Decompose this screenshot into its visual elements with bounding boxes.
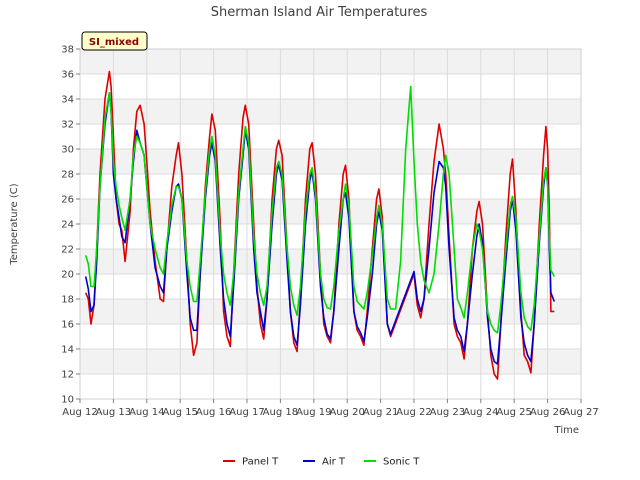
y-tick-label: 28 bbox=[61, 170, 74, 181]
x-tick-label: Aug 18 bbox=[263, 407, 298, 418]
x-tick-label: Aug 22 bbox=[396, 407, 431, 418]
x-tick-label: Aug 26 bbox=[530, 407, 565, 418]
y-tick-label: 34 bbox=[61, 95, 74, 106]
x-tick-label: Aug 23 bbox=[430, 407, 465, 418]
annotation-label: SI_mixed bbox=[89, 37, 139, 48]
x-tick-label: Aug 20 bbox=[329, 407, 364, 418]
x-tick-label: Aug 21 bbox=[363, 407, 398, 418]
background-band bbox=[80, 349, 581, 374]
y-tick-label: 20 bbox=[61, 270, 74, 281]
x-tick-label: Aug 12 bbox=[62, 407, 97, 418]
series-layer bbox=[84, 70, 556, 380]
background-band bbox=[80, 299, 581, 324]
x-tick-label: Aug 25 bbox=[496, 407, 531, 418]
background-band bbox=[80, 124, 581, 149]
background-band bbox=[80, 149, 581, 174]
y-tick-label: 26 bbox=[61, 195, 74, 206]
chart-title: Sherman Island Air Temperatures bbox=[211, 5, 428, 20]
y-tick-label: 14 bbox=[61, 345, 74, 356]
y-tick-label: 30 bbox=[61, 145, 74, 156]
x-tick-label: Aug 27 bbox=[563, 407, 598, 418]
background-band bbox=[80, 174, 581, 199]
y-axis-label: Temperature (C) bbox=[9, 183, 20, 265]
x-tick-label: Aug 15 bbox=[162, 407, 197, 418]
x-tick-label: Aug 24 bbox=[463, 407, 498, 418]
x-axis-label: Time bbox=[554, 425, 579, 436]
legend: Panel T Air T Sonic T bbox=[223, 457, 420, 468]
series-line-panel-t bbox=[84, 70, 555, 380]
x-tick-label: Aug 14 bbox=[129, 407, 164, 418]
y-tick-label: 12 bbox=[61, 370, 74, 381]
x-tick-label: Aug 19 bbox=[296, 407, 331, 418]
y-tick-label: 22 bbox=[61, 245, 74, 256]
y-tick-label: 32 bbox=[61, 120, 74, 131]
y-tick-label: 18 bbox=[61, 295, 74, 306]
background-band bbox=[80, 199, 581, 224]
legend-label: Air T bbox=[322, 457, 346, 468]
background-band bbox=[80, 374, 581, 399]
series-line-sonic-t bbox=[84, 85, 556, 334]
background-band bbox=[80, 224, 581, 249]
x-tick-label: Aug 17 bbox=[229, 407, 264, 418]
background-band bbox=[80, 74, 581, 99]
legend-label: Panel T bbox=[242, 457, 279, 468]
y-tick-label: 16 bbox=[61, 320, 74, 331]
x-tick-label: Aug 13 bbox=[96, 407, 131, 418]
background-band bbox=[80, 274, 581, 299]
y-tick-label: 10 bbox=[61, 395, 74, 406]
annotation-box: SI_mixed bbox=[81, 31, 148, 51]
x-tick-label: Aug 16 bbox=[196, 407, 231, 418]
legend-label: Sonic T bbox=[383, 457, 420, 468]
background-band bbox=[80, 49, 581, 74]
y-tick-label: 38 bbox=[61, 45, 74, 56]
y-tick-label: 36 bbox=[61, 70, 74, 81]
y-axis-ticks: 10 12 14 16 18 20 22 24 26 28 30 32 34 36 38 bbox=[61, 45, 80, 406]
y-tick-label: 24 bbox=[61, 220, 74, 231]
background-band bbox=[80, 99, 581, 124]
